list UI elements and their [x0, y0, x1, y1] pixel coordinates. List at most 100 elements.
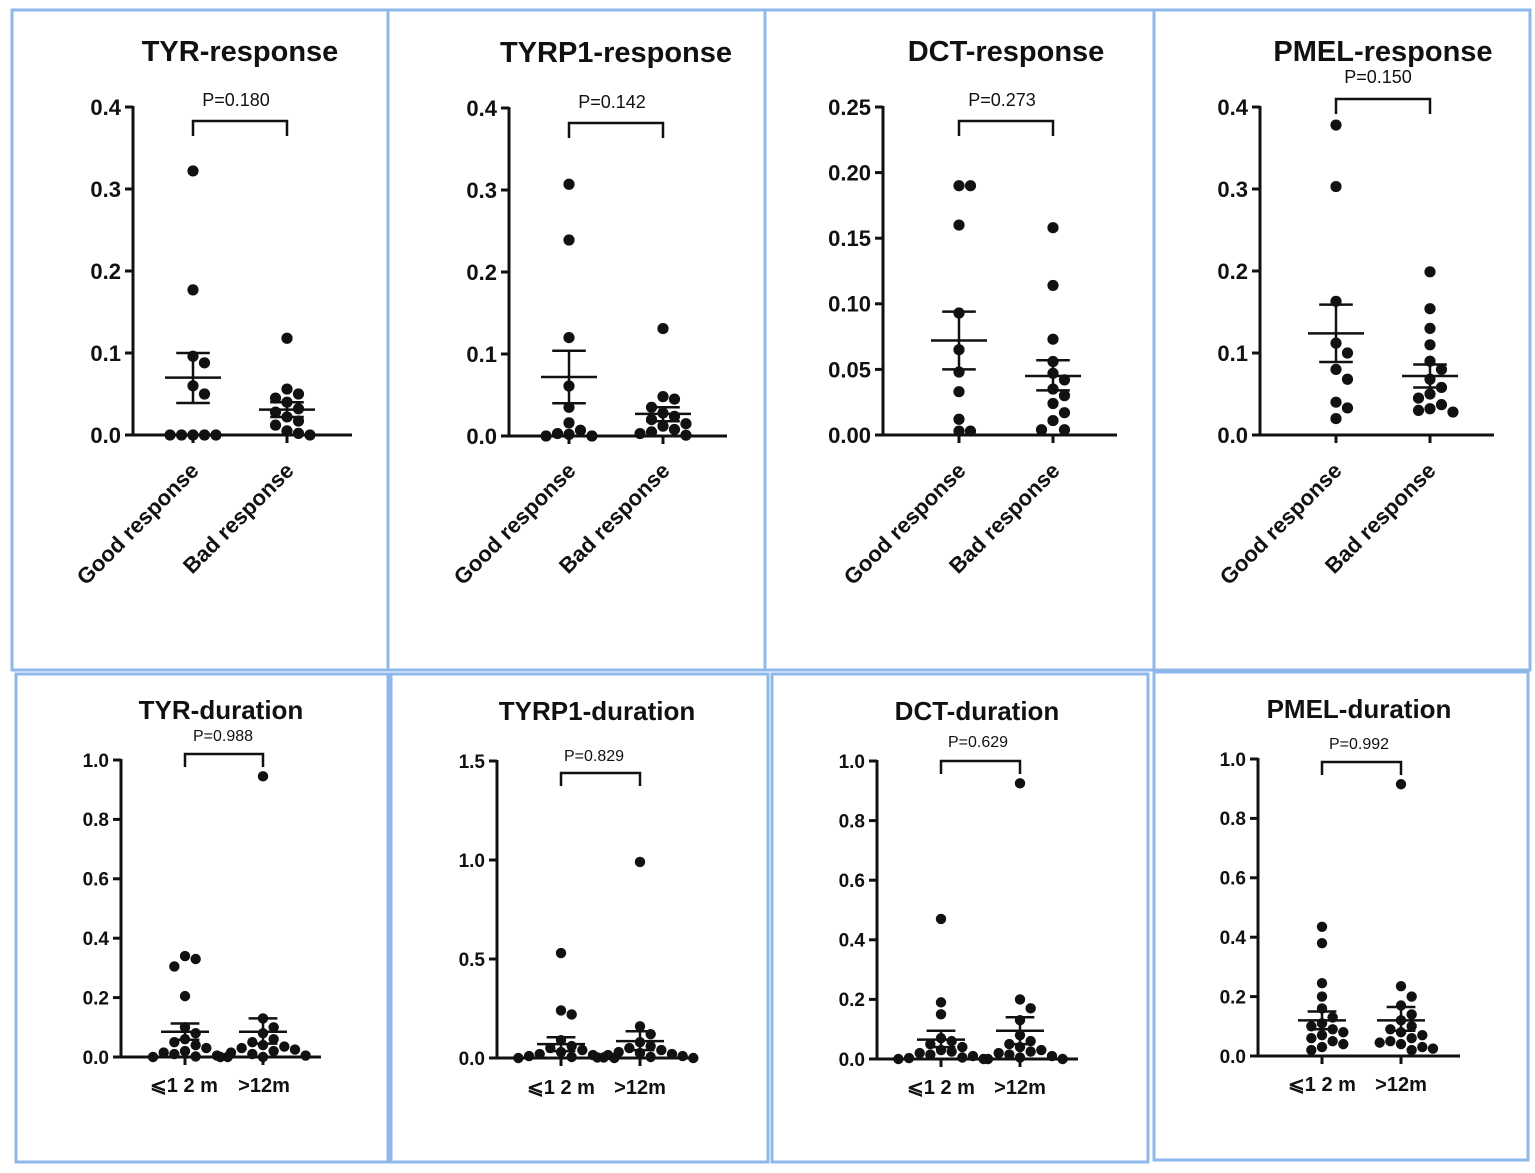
chart-title: TYR-duration: [139, 695, 304, 725]
data-point: [1014, 1052, 1026, 1063]
data-point: [1341, 402, 1354, 414]
y-tick-label: 0.20: [828, 161, 871, 186]
significance-bracket: [183, 752, 265, 767]
data-point: [555, 947, 567, 959]
data-point: [1406, 1021, 1417, 1032]
data-point: [613, 1046, 624, 1058]
data-point: [1424, 339, 1436, 351]
panel-frame-pmel-duration: [1152, 670, 1530, 1162]
chart-title: TYR-response: [142, 36, 339, 68]
category-label-good: Good response: [839, 458, 971, 590]
y-tick-label: 1.5: [459, 752, 486, 773]
data-point: [893, 1053, 904, 1065]
data-point: [1316, 937, 1328, 949]
panel-frame-pmel-response: [1152, 8, 1532, 672]
data-point: [1424, 403, 1436, 415]
data-point: [1036, 1044, 1047, 1056]
y-tick-label: 0.0: [1220, 1047, 1246, 1068]
data-point: [563, 234, 575, 246]
data-point: [198, 357, 211, 369]
significance-bracket: [939, 759, 1022, 774]
data-point: [292, 427, 305, 439]
significance-bracket: [567, 121, 665, 138]
data-point: [1341, 373, 1354, 385]
data-point: [187, 284, 199, 296]
y-tick-label: 0.0: [83, 1048, 109, 1069]
data-point: [555, 1005, 567, 1016]
y-tick-label: 0.2: [90, 259, 121, 284]
category-label-short: ⩽1 2 m: [907, 1077, 975, 1099]
data-point: [566, 1009, 577, 1020]
data-point: [1316, 991, 1328, 1002]
data-point: [1306, 1032, 1317, 1044]
data-point: [179, 950, 191, 962]
data-point: [292, 415, 305, 427]
data-point: [1412, 404, 1425, 416]
data-point: [179, 1045, 191, 1057]
data-point: [656, 1044, 667, 1056]
data-point: [179, 990, 191, 1002]
data-point: [1385, 1035, 1396, 1047]
data-point: [634, 1021, 646, 1032]
data-point: [269, 392, 282, 404]
y-tick-label: 0.15: [828, 226, 871, 251]
data-point: [164, 429, 176, 441]
significance-bracket: [1320, 760, 1403, 775]
data-point: [1395, 981, 1407, 992]
data-point: [645, 426, 658, 438]
category-label-long: >12m: [994, 1077, 1046, 1099]
data-point: [645, 1040, 656, 1052]
data-point: [1406, 1009, 1417, 1020]
chart-title: DCT-response: [908, 36, 1105, 68]
data-point: [1424, 266, 1436, 278]
data-point: [666, 1048, 678, 1060]
y-tick-label: 0.2: [466, 260, 497, 285]
y-tick-label: 0.2: [839, 990, 865, 1011]
chart-panel-dct-duration: DCT-duration P=0.629 ⩽1 2 m >12m 0.0 0.2 0…: [839, 696, 1078, 1099]
chart-panel-tyrp1-response: TYRP1-response P=0.142 Good response Bad…: [449, 37, 732, 590]
y-tick-label: 0.1: [1217, 341, 1248, 366]
data-point: [175, 429, 188, 441]
data-point: [1330, 396, 1342, 408]
data-point: [1316, 978, 1328, 989]
y-tick-label: 1.0: [83, 751, 109, 772]
y-tick-label: 0.25: [828, 95, 871, 120]
chart-title: DCT-duration: [895, 696, 1060, 726]
data-point: [1316, 921, 1328, 933]
data-point: [269, 419, 282, 431]
data-point: [668, 423, 681, 436]
p-value-label: P=0.150: [1344, 67, 1412, 87]
data-point: [946, 1046, 957, 1057]
data-point: [586, 430, 598, 442]
data-point: [946, 1035, 957, 1047]
y-tick-label: 1.0: [459, 851, 485, 872]
data-point: [169, 1036, 180, 1048]
y-tick-label: 0.4: [839, 931, 866, 952]
data-point: [624, 1042, 635, 1054]
y-tick-label: 0.0: [90, 423, 121, 448]
chart-panel-pmel-duration: PMEL-duration P=0.992 ⩽1 2 m >12m 0.0 0.2…: [1220, 694, 1460, 1096]
data-point: [268, 1045, 279, 1057]
data-point: [1435, 363, 1448, 375]
data-point: [602, 1049, 614, 1061]
data-point: [268, 1033, 279, 1045]
data-point: [169, 961, 180, 972]
data-point: [1057, 1053, 1068, 1065]
data-point: [1338, 1027, 1349, 1038]
chart-title: PMEL-response: [1273, 36, 1492, 68]
chart-panel-pmel-response: PMEL-response P=0.150 Good response Bad …: [1215, 36, 1494, 590]
data-point: [1014, 994, 1026, 1005]
data-point: [1047, 414, 1059, 427]
category-label-good: Good response: [449, 458, 581, 590]
category-label-short: ⩽1 2 m: [1288, 1074, 1356, 1096]
data-point: [1058, 390, 1071, 402]
y-tick-label: 0.3: [1217, 177, 1248, 202]
data-point: [190, 953, 201, 965]
data-point: [1417, 1041, 1428, 1053]
data-point: [201, 1042, 212, 1054]
data-point: [1427, 1043, 1439, 1054]
data-point: [190, 1028, 201, 1039]
data-point: [563, 417, 575, 429]
y-tick-label: 0.3: [90, 177, 121, 202]
